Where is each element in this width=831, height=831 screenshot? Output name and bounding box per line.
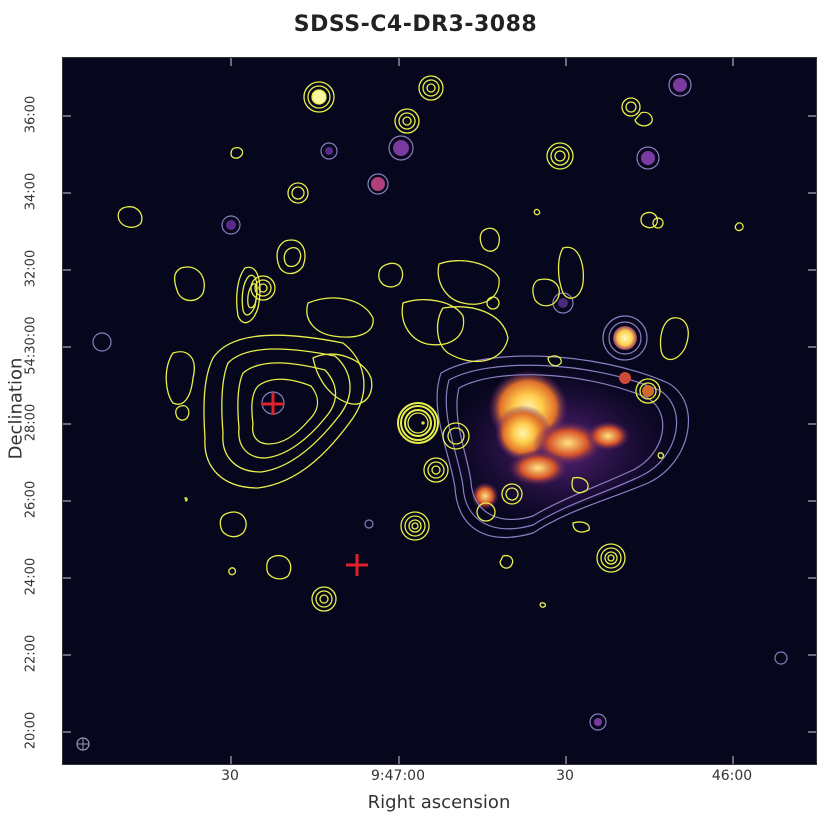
- x-tick-label: 30: [556, 768, 574, 784]
- y-tick-label: 36:00: [23, 95, 39, 134]
- point-sources: [226, 78, 687, 726]
- marker-cross-icon: [262, 393, 284, 415]
- x-tick-label: 9:47:00: [371, 768, 425, 784]
- marker-cross-icon: [346, 554, 368, 576]
- y-tick-label: 20:00: [23, 711, 39, 750]
- x-tick-label: 46:00: [711, 768, 753, 784]
- axis-ticks: [63, 58, 816, 764]
- x-axis-label: Right ascension: [367, 792, 511, 813]
- y-tick-label: 32:00: [23, 249, 39, 288]
- xray-emission: [440, 364, 681, 532]
- y-tick-label: 22:00: [23, 634, 39, 673]
- y-tick-label: 34:00: [23, 172, 39, 211]
- sky-image: [62, 57, 817, 765]
- sky-image-canvas: [63, 58, 816, 764]
- y-tick-label: 24:00: [23, 557, 39, 596]
- cluster-markers: [262, 393, 368, 576]
- beam-icon: [76, 737, 90, 751]
- xray-contours: [76, 73, 788, 751]
- figure-title: SDSS-C4-DR3-3088: [293, 12, 538, 37]
- x-tick-label: 30: [221, 768, 239, 784]
- y-axis-label: Declination: [5, 357, 27, 460]
- radio-contours: [117, 75, 744, 612]
